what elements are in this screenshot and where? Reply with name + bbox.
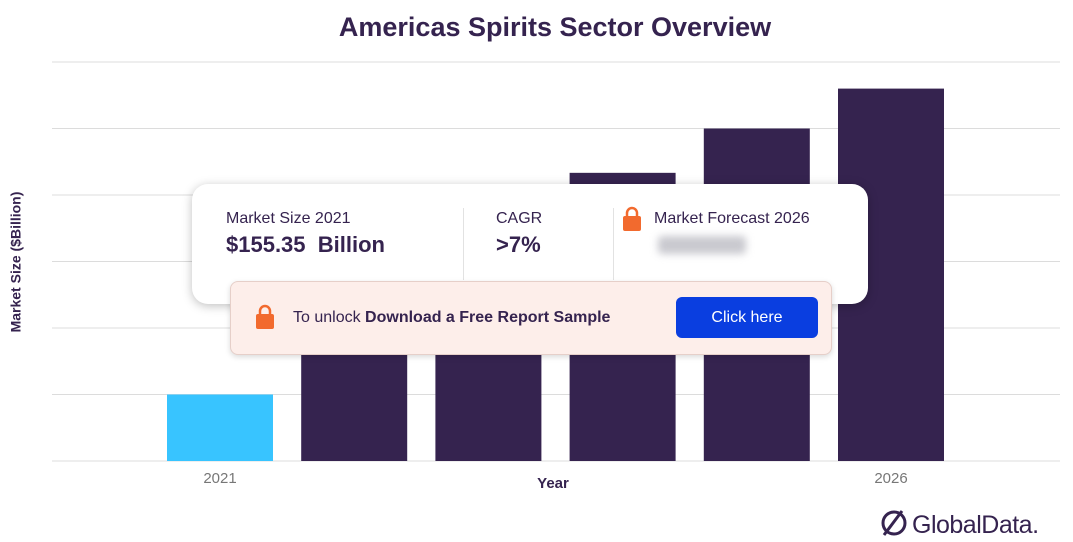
market-size: Market Size 2021 $155.35 Billion [226,210,385,258]
x-tick-label: 2021 [203,470,236,487]
emphasis: Download a Free Report Sample [365,309,611,326]
cagr: CAGR >7% [496,210,542,258]
lock-icon [623,206,641,231]
logo-icon [881,510,907,536]
value: >7% [496,232,541,257]
unlock-banner: To unlock Download a Free Report Sample … [230,281,832,355]
prefix: To unlock [293,309,366,326]
forecast: Market Forecast 2026 [654,210,810,228]
blurred-value [658,236,746,254]
divider [613,208,614,280]
logo-text: GlobalData. [912,511,1039,539]
chart-title: Americas Spirits Sector Overview [339,12,772,42]
label: Market Size 2021 [226,210,351,227]
label: CAGR [496,210,543,227]
value: $155.35 Billion [226,232,385,257]
label: Market Forecast 2026 [654,210,810,227]
logo: GlobalData. [881,510,1039,540]
lock-icon [256,304,274,329]
click-button[interactable]: Click here [676,297,818,338]
bar [167,394,273,461]
message: To unlock Download a Free Report Sample [293,309,610,327]
y-axis-label: Market Size ($Billion) [8,192,24,333]
divider [463,208,464,280]
x-tick-label: 2026 [874,470,907,487]
x-axis-label: Year [537,475,569,492]
